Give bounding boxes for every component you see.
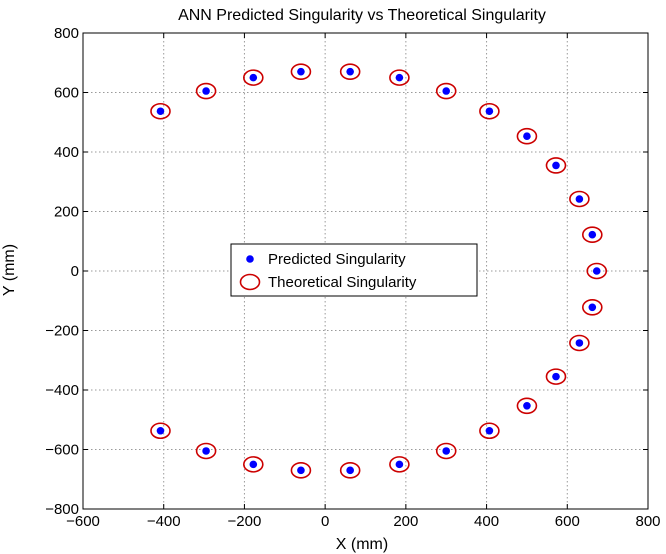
predicted-point xyxy=(346,67,354,76)
theoretical-point xyxy=(290,63,312,80)
theoretical-point xyxy=(545,368,567,385)
theoretical-point xyxy=(569,334,590,352)
predicted-point xyxy=(552,372,560,381)
x-tick-label: 400 xyxy=(474,513,499,530)
theoretical-point xyxy=(150,102,171,120)
x-axis-label: X (mm) xyxy=(336,536,388,553)
x-tick-label: −400 xyxy=(147,513,181,530)
x-tick-label: −200 xyxy=(228,513,262,530)
predicted-point xyxy=(346,466,354,475)
y-tick-label: −800 xyxy=(45,501,79,518)
x-tick-label: −600 xyxy=(66,513,100,530)
predicted-point xyxy=(297,466,305,475)
theoretical-point xyxy=(243,456,264,473)
y-tick-label: 800 xyxy=(54,25,79,42)
predicted-point xyxy=(552,161,560,170)
theoretical-point xyxy=(389,69,410,86)
legend-box xyxy=(230,243,478,297)
theoretical-point xyxy=(479,422,500,440)
y-tick-label: −400 xyxy=(45,382,79,399)
predicted-point xyxy=(485,107,494,116)
x-tick-label: 200 xyxy=(393,513,418,530)
predicted-point xyxy=(575,339,584,347)
predicted-point xyxy=(297,67,305,76)
theoretical-point xyxy=(516,127,538,145)
theoretical-point xyxy=(195,442,217,460)
x-tick-label: 600 xyxy=(555,513,580,530)
y-tick-label: −200 xyxy=(45,323,79,340)
y-tick-label: 600 xyxy=(54,85,79,102)
legend-predicted-marker xyxy=(246,255,254,263)
theoretical-point xyxy=(582,298,603,316)
predicted-point xyxy=(395,73,404,82)
theoretical-point xyxy=(290,462,312,479)
theoretical-point xyxy=(339,462,361,479)
predicted-point xyxy=(523,401,531,410)
theoretical-series xyxy=(150,63,608,479)
predicted-series xyxy=(156,67,601,475)
theoretical-point xyxy=(389,456,410,473)
theoretical-point xyxy=(435,82,457,100)
theoretical-point xyxy=(586,262,608,280)
legend-predicted-label: Predicted Singularity xyxy=(268,251,406,268)
y-tick-labels: −800 −600 −400 −200 0 200 400 600 800 xyxy=(45,25,79,518)
predicted-point xyxy=(202,87,210,95)
predicted-point xyxy=(442,87,451,95)
predicted-point xyxy=(588,303,597,312)
predicted-point xyxy=(249,73,258,82)
predicted-point xyxy=(249,460,258,469)
legend: Predicted Singularity Theoretical Singul… xyxy=(230,243,478,297)
predicted-point xyxy=(485,426,494,435)
predicted-point xyxy=(156,107,165,116)
x-tick-labels: −600 −400 −200 0 200 400 600 800 xyxy=(66,513,660,530)
y-tick-label: 0 xyxy=(71,263,79,280)
theoretical-point xyxy=(545,157,567,174)
predicted-point xyxy=(442,447,451,455)
theoretical-point xyxy=(339,63,361,80)
theoretical-point xyxy=(516,397,538,415)
theoretical-point xyxy=(569,190,590,208)
chart-title: ANN Predicted Singularity vs Theoretical… xyxy=(178,7,546,24)
theoretical-point xyxy=(435,442,457,460)
y-tick-label: −600 xyxy=(45,442,79,459)
theoretical-point xyxy=(479,102,500,120)
theoretical-point xyxy=(150,422,171,440)
y-axis-label: Y (mm) xyxy=(1,244,18,296)
axis-ticks xyxy=(82,32,649,510)
theoretical-point xyxy=(582,226,603,244)
legend-theoretical-label: Theoretical Singularity xyxy=(268,274,417,291)
legend-theoretical-marker xyxy=(239,273,261,291)
theoretical-point xyxy=(243,69,264,86)
x-tick-label: 0 xyxy=(321,513,329,530)
predicted-point xyxy=(575,195,584,203)
predicted-point xyxy=(523,132,531,141)
predicted-point xyxy=(156,426,165,435)
y-tick-label: 400 xyxy=(54,144,79,161)
predicted-point xyxy=(202,447,210,455)
x-tick-label: 800 xyxy=(635,513,660,530)
theoretical-point xyxy=(195,82,217,100)
predicted-point xyxy=(395,460,404,469)
y-tick-label: 200 xyxy=(54,204,79,221)
predicted-point xyxy=(588,230,597,239)
predicted-point xyxy=(592,267,601,275)
